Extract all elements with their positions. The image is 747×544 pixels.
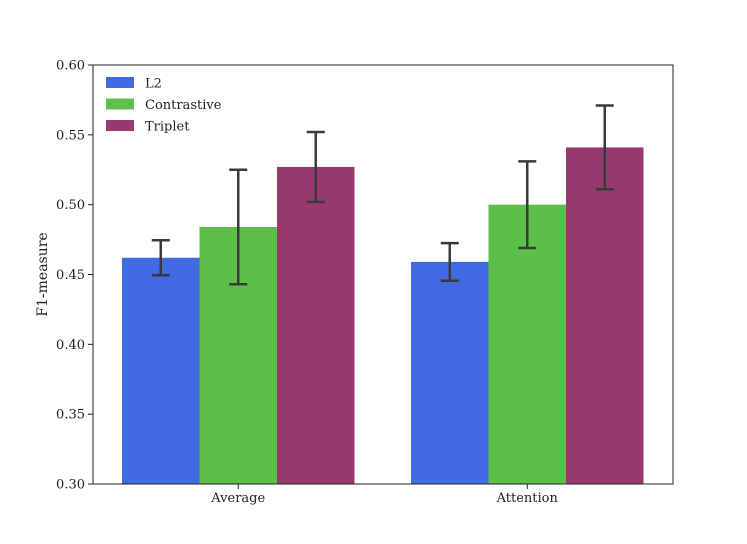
bar-triplet-attention — [566, 147, 644, 485]
bar-triplet-average — [277, 166, 355, 484]
x-tick-label-average: Average — [210, 491, 265, 506]
legend-label-triplet: Triplet — [145, 120, 190, 135]
y-tick-label: 0.50 — [56, 198, 85, 213]
y-tick-label: 0.35 — [56, 408, 85, 423]
bar-l2-average — [122, 257, 200, 484]
x-axis: Average Attention — [210, 484, 558, 506]
legend: L2 Contrastive Triplet — [106, 77, 222, 135]
y-tick-label: 0.40 — [56, 338, 85, 353]
legend-label-l2: L2 — [145, 77, 162, 92]
bar-contrastive-attention — [488, 204, 566, 484]
bars-layer — [122, 147, 644, 485]
x-tick-label-attention: Attention — [496, 491, 559, 506]
y-tick-label: 0.45 — [56, 268, 85, 283]
y-tick-label: 0.60 — [56, 59, 85, 74]
error-bars-layer — [151, 104, 614, 286]
y-tick-label: 0.30 — [56, 478, 85, 493]
bar-l2-attention — [411, 261, 489, 484]
legend-swatch-l2 — [106, 77, 134, 88]
legend-swatch-contrastive — [106, 98, 134, 110]
y-axis-label: F1-measure — [35, 232, 51, 316]
legend-swatch-triplet — [106, 120, 134, 131]
y-tick-label: 0.55 — [56, 128, 85, 143]
y-axis: 0.30 0.35 0.40 0.45 0.50 0.55 0.60 — [56, 59, 93, 493]
legend-label-contrastive: Contrastive — [145, 98, 222, 113]
